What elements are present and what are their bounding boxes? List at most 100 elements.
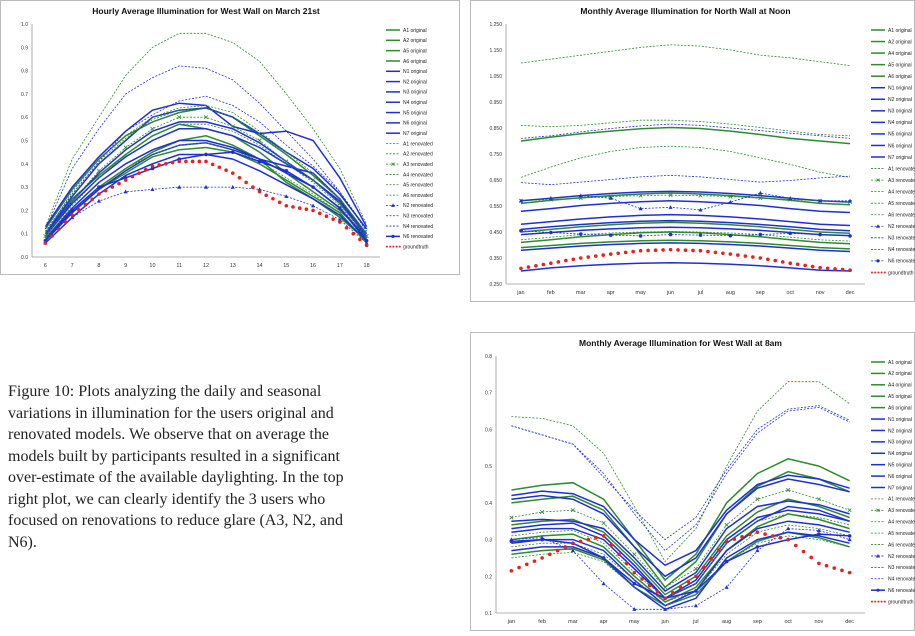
data-point bbox=[728, 233, 733, 238]
groundtruth-dot bbox=[818, 265, 822, 270]
groundtruth-dot bbox=[794, 543, 798, 548]
data-point bbox=[847, 537, 852, 542]
groundtruth-dot bbox=[616, 251, 620, 256]
groundtruth-dot bbox=[593, 254, 598, 258]
legend-label: A4 original bbox=[888, 383, 912, 389]
figure-caption: Figure 10: Plots analyzing the daily and… bbox=[8, 383, 344, 551]
groundtruth-dot bbox=[56, 227, 61, 231]
series-n3-renovated bbox=[520, 174, 851, 186]
groundtruth-dot bbox=[701, 565, 706, 570]
groundtruth-dot bbox=[763, 532, 767, 536]
groundtruth-dot bbox=[117, 181, 121, 186]
groundtruth-dot bbox=[70, 213, 74, 217]
series-line bbox=[520, 219, 851, 232]
x-tick-label: apr bbox=[607, 290, 615, 296]
y-tick-label: 0.1 bbox=[485, 611, 492, 617]
legend-item: A2 original bbox=[386, 38, 427, 44]
groundtruth-dot bbox=[594, 535, 598, 540]
series-line bbox=[511, 531, 850, 611]
x-tick-label: oct bbox=[787, 290, 795, 296]
chart-title: Monthly Average Illumination for North W… bbox=[580, 6, 790, 16]
legend-label: N4 renovated bbox=[888, 577, 915, 583]
legend-label: N4 original bbox=[888, 120, 912, 126]
groundtruth-dot bbox=[358, 237, 362, 242]
data-point bbox=[70, 198, 75, 204]
data-point bbox=[608, 196, 613, 200]
legend-label: A1 renovated bbox=[888, 166, 915, 172]
series-a3-renovated bbox=[509, 487, 852, 590]
legend-label: N7 original bbox=[888, 155, 912, 161]
legend-item: N1 original bbox=[871, 86, 912, 92]
c1-svg: Hourly Average Illumination for West Wal… bbox=[0, 0, 460, 275]
legend-item: N4 renovated bbox=[871, 247, 915, 253]
x-tick-label: 6 bbox=[44, 263, 47, 269]
groundtruth-dot bbox=[541, 262, 546, 267]
y-tick-label: 0.5 bbox=[485, 464, 492, 470]
legend-item: A1 original bbox=[871, 360, 912, 366]
legend-item: N2 original bbox=[871, 97, 912, 103]
legend-label: groundtruth bbox=[888, 599, 914, 605]
groundtruth-dot bbox=[317, 211, 322, 216]
legend-label: N1 original bbox=[403, 69, 427, 75]
legend-item: groundtruth bbox=[871, 270, 914, 276]
legend-item: A1 original bbox=[386, 28, 427, 34]
groundtruth-dot bbox=[773, 258, 778, 263]
data-point bbox=[204, 184, 208, 189]
groundtruth-dot bbox=[686, 579, 690, 584]
series-line bbox=[511, 381, 850, 563]
groundtruth-dot bbox=[197, 159, 202, 164]
series-a2-original bbox=[511, 470, 850, 589]
groundtruth-dot bbox=[758, 256, 763, 260]
data-point bbox=[755, 548, 760, 553]
series-n6-renovated bbox=[519, 228, 852, 238]
legend-item: N3 renovated bbox=[871, 565, 915, 571]
data-point bbox=[364, 240, 369, 245]
legend-item: N4 original bbox=[871, 451, 912, 457]
legend-item: A6 original bbox=[386, 59, 427, 65]
groundtruth-dot bbox=[524, 562, 529, 567]
chart-monthly-west-wall-8am: Monthly Average Illumination for West Wa… bbox=[470, 332, 915, 631]
data-point bbox=[638, 193, 643, 198]
legend-label: N5 original bbox=[888, 132, 912, 138]
legend-item: A2 original bbox=[871, 39, 912, 45]
legend-swatch bbox=[874, 600, 877, 603]
series-line bbox=[511, 528, 850, 610]
legend-label: N5 original bbox=[403, 110, 427, 116]
series-a1-renovated bbox=[45, 32, 367, 227]
legend-label: N3 original bbox=[888, 109, 912, 115]
x-tick-label: 11 bbox=[176, 263, 182, 269]
chart-frame bbox=[470, 332, 915, 631]
groundtruth-dot bbox=[157, 163, 161, 167]
series-line bbox=[520, 123, 851, 139]
legend-label: groundtruth bbox=[403, 244, 429, 250]
series-a3-renovated bbox=[43, 115, 369, 239]
y-tick-label: 0.7 bbox=[485, 391, 492, 397]
groundtruth-dot bbox=[786, 537, 790, 542]
legend-item: N4 original bbox=[386, 100, 427, 106]
data-point bbox=[818, 198, 823, 203]
groundtruth-dot bbox=[847, 570, 852, 575]
data-point bbox=[698, 193, 703, 198]
data-point bbox=[632, 552, 637, 557]
groundtruth-dot bbox=[801, 549, 806, 554]
y-tick-label: 0.2 bbox=[21, 208, 28, 214]
groundtruth-dot bbox=[631, 249, 635, 254]
series-line bbox=[511, 470, 850, 589]
legend-label: A6 renovated bbox=[888, 213, 915, 219]
data-point bbox=[570, 548, 575, 553]
data-point bbox=[817, 532, 821, 536]
data-point bbox=[724, 585, 729, 589]
x-tick-label: 13 bbox=[230, 263, 236, 269]
series-n3-original bbox=[511, 509, 850, 600]
legend-label: N7 original bbox=[403, 131, 427, 137]
x-tick-label: 8 bbox=[97, 263, 100, 269]
data-point bbox=[724, 522, 729, 527]
groundtruth-dot bbox=[331, 217, 335, 221]
y-tick-label: 0.6 bbox=[21, 115, 28, 121]
series-a4-original bbox=[520, 221, 851, 235]
groundtruth-dot bbox=[770, 534, 775, 538]
data-point bbox=[786, 487, 791, 493]
groundtruth-dot bbox=[655, 590, 660, 594]
legend-label: A1 original bbox=[403, 28, 427, 34]
legend-item: N2 original bbox=[386, 79, 427, 85]
